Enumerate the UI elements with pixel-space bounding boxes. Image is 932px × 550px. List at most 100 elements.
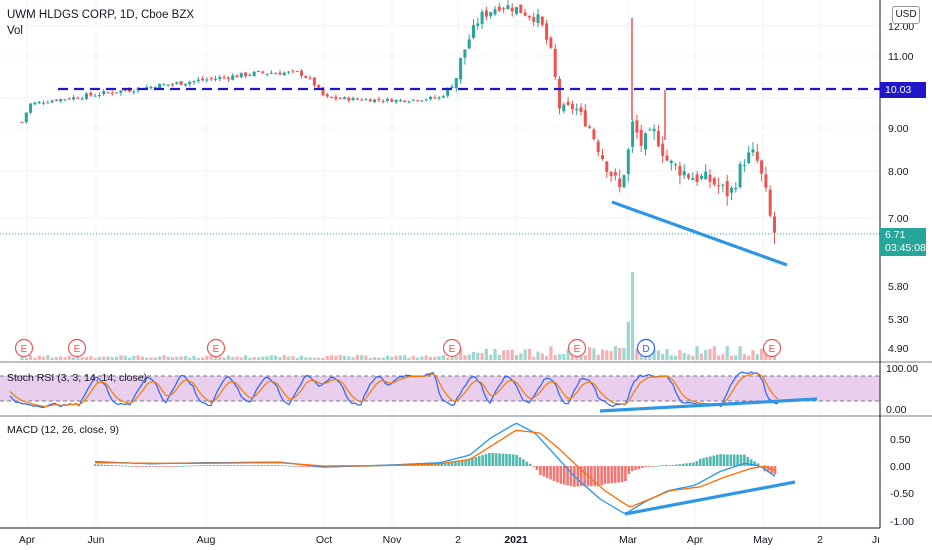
candle-body bbox=[72, 97, 76, 100]
earnings-marker[interactable] bbox=[14, 338, 34, 358]
macd-hist-bar bbox=[365, 466, 369, 467]
volume-bar bbox=[764, 351, 768, 360]
time-tick: May bbox=[753, 534, 774, 546]
macd-hist-bar bbox=[661, 465, 665, 467]
price-tick: 9.00 bbox=[888, 123, 909, 135]
volume-bar bbox=[252, 356, 256, 360]
macd-hist-bar bbox=[192, 465, 195, 467]
candle-body bbox=[553, 48, 557, 77]
macd-tick: -1.00 bbox=[890, 516, 914, 528]
volume-label: Vol bbox=[7, 25, 23, 37]
volume-bar bbox=[527, 348, 531, 360]
volume-bar bbox=[153, 357, 157, 360]
candle-body bbox=[63, 99, 67, 101]
macd-hist-bar bbox=[491, 452, 495, 466]
stoch-trendline[interactable] bbox=[599, 397, 818, 413]
volume-bar bbox=[699, 353, 703, 360]
candle-body bbox=[472, 25, 475, 38]
macd-hist-bar bbox=[559, 466, 563, 484]
macd-hist-bar bbox=[222, 465, 226, 466]
earnings-marker[interactable] bbox=[67, 338, 87, 358]
macd-hist-bar bbox=[590, 466, 593, 487]
candle-body bbox=[325, 94, 329, 97]
currency-button[interactable]: USD bbox=[892, 6, 920, 24]
macd-hist-bar bbox=[644, 466, 648, 468]
candle-body bbox=[321, 87, 325, 96]
macd-trendline[interactable] bbox=[624, 480, 796, 516]
volume-bar bbox=[446, 357, 450, 360]
volume-bar bbox=[394, 355, 398, 360]
macd-hist-bar bbox=[103, 464, 107, 466]
volume-bar bbox=[115, 356, 119, 360]
candle-body bbox=[416, 100, 420, 102]
earnings-marker[interactable] bbox=[442, 338, 462, 358]
volume-bar bbox=[20, 355, 24, 360]
candle-body bbox=[687, 174, 690, 179]
candle-body bbox=[128, 89, 131, 92]
macd-hist-bar bbox=[120, 465, 124, 467]
macd-hist-bar bbox=[165, 466, 168, 467]
candle-body bbox=[282, 72, 286, 76]
earnings-marker-label: E bbox=[574, 344, 581, 355]
volume-bar bbox=[506, 350, 510, 360]
macd-hist-bar bbox=[273, 465, 277, 466]
macd-label[interactable]: MACD (12, 26, close, 9) bbox=[7, 424, 120, 436]
macd-hist-bar bbox=[297, 466, 301, 467]
time-tick: Mar bbox=[619, 534, 638, 546]
volume-bar bbox=[24, 357, 28, 360]
volume-bar bbox=[613, 346, 617, 360]
earnings-marker[interactable] bbox=[762, 338, 782, 358]
candle-body bbox=[437, 97, 441, 99]
volume-bar bbox=[235, 356, 239, 360]
candle-body bbox=[493, 9, 497, 15]
dividend-marker[interactable] bbox=[636, 338, 656, 358]
candle-body bbox=[218, 77, 222, 79]
candle-body bbox=[119, 90, 123, 93]
candle-body bbox=[386, 98, 389, 101]
macd-hist-bar bbox=[226, 465, 229, 466]
macd-hist-bar bbox=[256, 465, 260, 466]
macd-hist-bar bbox=[515, 454, 518, 466]
volume-bars bbox=[20, 272, 777, 360]
macd-hist-bar bbox=[756, 463, 760, 466]
volume-bar bbox=[467, 354, 471, 360]
candle-body bbox=[674, 164, 678, 166]
candle-body bbox=[768, 189, 772, 216]
volume-bar bbox=[102, 356, 106, 360]
candle-body bbox=[381, 101, 385, 103]
price-tick: 4.90 bbox=[888, 343, 909, 355]
macd-hist-bar bbox=[603, 466, 607, 484]
candle-body bbox=[257, 71, 260, 73]
candle-body bbox=[102, 91, 106, 95]
volume-bar bbox=[312, 357, 316, 360]
volume-bar bbox=[751, 350, 755, 360]
candle-body bbox=[454, 78, 458, 89]
macd-hist-bar bbox=[654, 465, 658, 467]
candle-body bbox=[644, 133, 647, 150]
macd-hist-bar bbox=[117, 465, 121, 467]
candle-body bbox=[558, 78, 561, 109]
earnings-marker-label: E bbox=[74, 344, 81, 355]
earnings-marker[interactable] bbox=[567, 338, 587, 358]
macd-hist-bar bbox=[263, 465, 267, 466]
candle-body bbox=[618, 178, 622, 188]
macd-hist-bar bbox=[773, 466, 777, 475]
macd-hist-bar bbox=[627, 466, 631, 475]
earnings-marker[interactable] bbox=[206, 338, 226, 358]
candle-body bbox=[158, 83, 162, 90]
volume-bar bbox=[433, 356, 437, 360]
stoch-rsi-label[interactable]: Stoch RSI (3, 3, 14, 14, close) bbox=[7, 372, 148, 384]
price-tick: 8.00 bbox=[888, 166, 909, 178]
volume-bar bbox=[226, 355, 230, 360]
candle-body bbox=[613, 172, 617, 176]
candle-body bbox=[33, 102, 37, 105]
macd-hist-bar bbox=[219, 465, 223, 466]
volume-bar bbox=[734, 355, 738, 360]
macd-hist-bar bbox=[280, 465, 284, 467]
candle-body bbox=[463, 49, 467, 58]
time-tick: Nov bbox=[383, 534, 402, 546]
volume-bar bbox=[201, 357, 205, 360]
macd-hist-bar bbox=[460, 460, 464, 466]
macd-hist-bar bbox=[467, 459, 471, 466]
